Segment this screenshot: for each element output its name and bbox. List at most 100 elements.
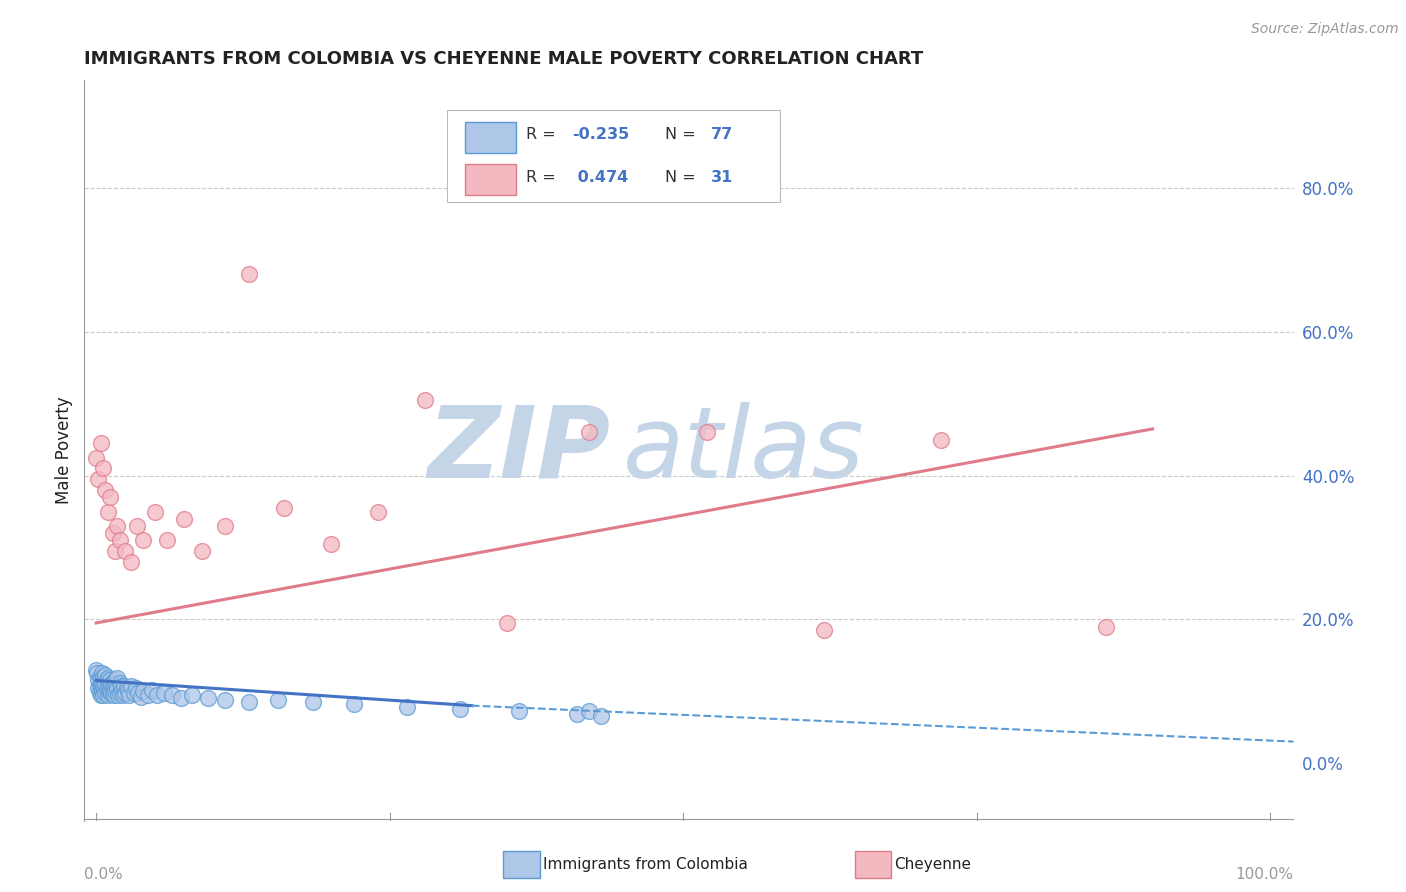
Point xyxy=(103,679,125,693)
Point xyxy=(105,671,128,685)
Point xyxy=(104,684,127,698)
Point xyxy=(169,691,191,706)
Point xyxy=(96,682,118,697)
Point xyxy=(155,533,177,548)
Point xyxy=(104,544,127,558)
Point xyxy=(127,686,149,700)
Point xyxy=(98,490,121,504)
Point xyxy=(104,673,127,688)
Y-axis label: Male Poverty: Male Poverty xyxy=(55,397,73,504)
Point xyxy=(89,679,111,693)
Point xyxy=(105,677,128,691)
Text: N =: N = xyxy=(665,128,700,143)
Point xyxy=(127,519,149,533)
Point xyxy=(114,686,136,700)
Point xyxy=(120,555,142,569)
Text: 0.0%: 0.0% xyxy=(84,866,124,881)
Point xyxy=(87,472,110,486)
Point xyxy=(696,425,718,440)
Point xyxy=(91,688,114,702)
Point xyxy=(97,679,120,693)
Point xyxy=(120,679,142,693)
Point xyxy=(181,688,204,702)
Point xyxy=(132,533,155,548)
Text: 77: 77 xyxy=(710,128,733,143)
Point xyxy=(100,677,122,691)
Point xyxy=(273,500,295,515)
FancyBboxPatch shape xyxy=(465,164,516,195)
Point xyxy=(87,673,110,688)
Point xyxy=(117,684,139,698)
Point xyxy=(413,393,436,408)
Point xyxy=(136,688,159,702)
Point xyxy=(93,673,115,688)
Point xyxy=(91,670,114,684)
Point xyxy=(132,684,155,698)
Text: 0.474: 0.474 xyxy=(572,170,628,185)
Point xyxy=(367,504,389,518)
Point xyxy=(86,666,108,681)
Point xyxy=(396,700,419,714)
Point xyxy=(214,519,236,533)
Point xyxy=(813,623,835,637)
Text: Cheyenne: Cheyenne xyxy=(894,857,972,871)
Point xyxy=(578,705,600,719)
Point xyxy=(115,681,138,695)
Point xyxy=(578,425,600,440)
Point xyxy=(98,673,121,688)
Point xyxy=(125,681,148,695)
Point xyxy=(87,681,110,695)
Point xyxy=(173,512,195,526)
Point xyxy=(114,544,136,558)
Text: ZIP: ZIP xyxy=(427,402,610,499)
Point xyxy=(94,686,117,700)
Point xyxy=(90,671,112,685)
Point xyxy=(84,450,107,465)
Point xyxy=(90,677,112,691)
Point xyxy=(567,707,589,722)
Point xyxy=(100,686,122,700)
Point xyxy=(89,686,111,700)
Point xyxy=(118,688,141,702)
Point xyxy=(90,436,112,450)
Point xyxy=(111,684,134,698)
Text: atlas: atlas xyxy=(623,402,865,499)
Point xyxy=(98,684,121,698)
Point xyxy=(449,702,471,716)
Point xyxy=(129,690,152,704)
Text: 100.0%: 100.0% xyxy=(1236,866,1294,881)
Text: R =: R = xyxy=(526,128,561,143)
Point xyxy=(108,675,131,690)
Point xyxy=(319,537,342,551)
Point xyxy=(97,688,120,702)
Point xyxy=(90,688,112,702)
Point xyxy=(343,697,366,711)
Point xyxy=(91,675,114,690)
Point xyxy=(105,519,128,533)
Point xyxy=(214,693,236,707)
Point xyxy=(91,679,114,693)
Point xyxy=(107,688,129,702)
Point xyxy=(98,675,121,690)
Point xyxy=(105,682,128,697)
Point xyxy=(589,709,612,723)
Point xyxy=(97,504,120,518)
Point xyxy=(190,544,212,558)
Point xyxy=(146,688,169,702)
Point xyxy=(153,686,176,700)
Point xyxy=(1094,619,1116,633)
Point xyxy=(302,695,325,709)
Text: Immigrants from Colombia: Immigrants from Colombia xyxy=(543,857,748,871)
Point xyxy=(101,686,124,700)
Point xyxy=(91,461,114,475)
Text: R =: R = xyxy=(526,170,561,185)
Point xyxy=(94,677,117,691)
Point xyxy=(496,615,519,630)
Point xyxy=(97,671,120,685)
Text: 31: 31 xyxy=(710,170,733,185)
Point xyxy=(101,526,124,541)
Point xyxy=(162,688,184,702)
Point xyxy=(112,688,135,702)
Text: -0.235: -0.235 xyxy=(572,128,628,143)
Point xyxy=(94,483,117,497)
